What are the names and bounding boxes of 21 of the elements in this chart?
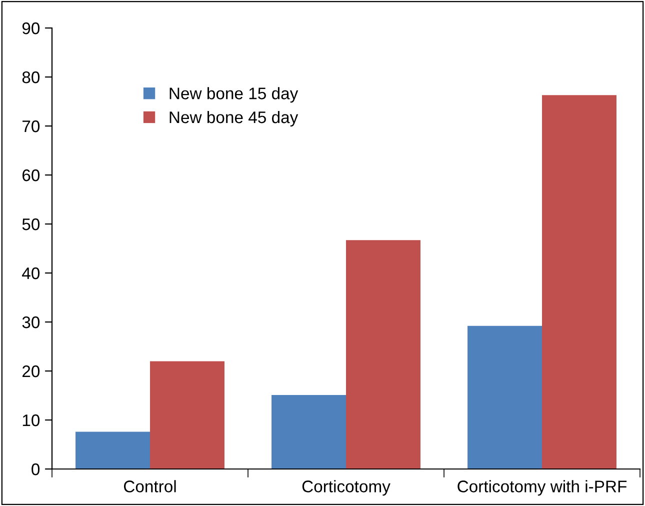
x-tick-label: Corticotomy xyxy=(302,480,390,496)
legend-label: New bone 45 day xyxy=(170,110,298,127)
bar xyxy=(468,326,542,469)
y-tick-label: 70 xyxy=(22,120,40,132)
y-tick-label: 20 xyxy=(22,365,40,378)
y-tick-label: 60 xyxy=(22,169,40,182)
y-tick-label: 0 xyxy=(32,463,40,476)
bar xyxy=(150,361,224,469)
y-tick-label: 90 xyxy=(22,22,40,34)
legend-label: New bone 15 day xyxy=(170,87,298,103)
y-tick-label: 10 xyxy=(22,414,40,426)
bar xyxy=(542,95,616,469)
y-tick-label: 50 xyxy=(22,218,40,230)
bar xyxy=(272,395,346,469)
bar xyxy=(346,240,420,469)
y-tick-label: 30 xyxy=(22,316,40,328)
bar xyxy=(76,432,150,469)
x-tick-label: Control xyxy=(124,480,176,492)
y-tick-label: 40 xyxy=(22,267,40,280)
x-tick-label: Corticotomy with i-PRF xyxy=(458,480,627,496)
y-tick-label: 80 xyxy=(22,71,40,84)
